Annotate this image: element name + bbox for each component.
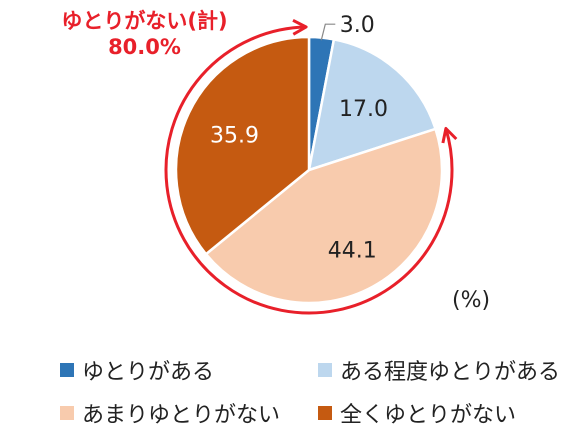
legend-swatch-0	[60, 363, 74, 377]
legend-swatch-2	[60, 406, 74, 420]
legend-label-3: 全くゆとりがない	[340, 403, 517, 428]
leader-line-0	[320, 23, 336, 41]
arrowhead-end	[292, 18, 308, 36]
legend-label-0: ゆとりがある	[82, 360, 215, 385]
pie-slice-3	[174, 35, 311, 256]
value-label-1: 17.0	[339, 97, 388, 122]
legend-item-0: ゆとりがある	[60, 354, 214, 386]
legend-item-3: 全くゆとりがない	[318, 397, 516, 429]
legend-item-1: ある程度ゆとりがある	[318, 354, 560, 386]
pie-slices	[174, 35, 444, 305]
arrowhead-start	[441, 127, 458, 144]
pie-slice-2	[204, 127, 444, 305]
annotation: ゆとりがない(計) 80.0%	[52, 8, 237, 60]
legend-label-2: あまりゆとりがない	[82, 403, 281, 428]
value-labels: 3.0 17.0 44.1 35.9	[210, 13, 388, 263]
unit-label: (%)	[452, 288, 491, 313]
annotation-label: ゆとりがない(計)	[61, 9, 228, 33]
legend-swatch-1	[318, 363, 332, 377]
value-label-2: 44.1	[328, 238, 377, 263]
total-arc	[164, 25, 454, 315]
legend-item-2: あまりゆとりがない	[60, 397, 280, 429]
pie-slice-1	[307, 37, 438, 172]
annotation-value: 80.0%	[108, 35, 181, 59]
value-label-3: 35.9	[210, 124, 259, 149]
legend-swatch-3	[318, 406, 332, 420]
value-label-0: 3.0	[340, 13, 375, 38]
total-arrow	[164, 18, 458, 315]
legend-label-1: ある程度ゆとりがある	[340, 360, 561, 385]
